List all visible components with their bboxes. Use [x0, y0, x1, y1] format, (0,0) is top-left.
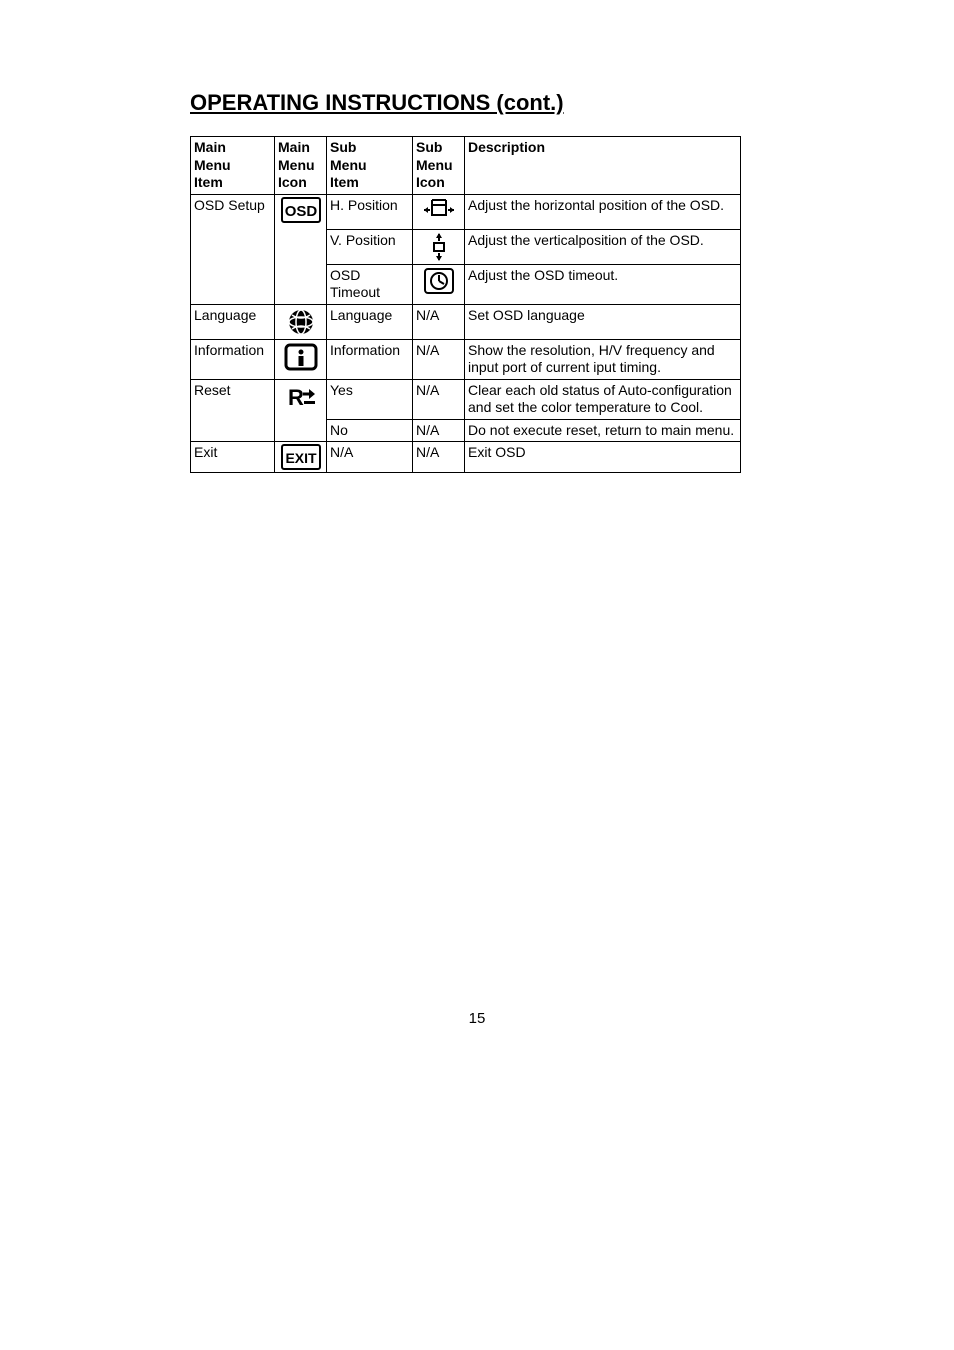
cell-reset-no-icon: N/A — [413, 419, 465, 442]
cell-language-sub-icon: N/A — [413, 304, 465, 339]
globe-icon — [275, 304, 327, 339]
info-icon — [275, 339, 327, 379]
cell-h-position-desc: Adjust the horizontal position of the OS… — [465, 194, 741, 229]
svg-text:R: R — [288, 385, 304, 410]
exit-icon: EXIT — [275, 442, 327, 473]
table-row: Reset R Yes N/A Clear each old status of… — [191, 379, 741, 419]
cell-exit-sub: N/A — [327, 442, 413, 473]
table-row: OSD Setup OSD H. Position — [191, 194, 741, 229]
cell-language: Language — [191, 304, 275, 339]
table-header-row: Main Menu Item Main Menu Icon Sub Menu I… — [191, 137, 741, 195]
reset-icon: R — [275, 379, 327, 442]
cell-exit-desc: Exit OSD — [465, 442, 741, 473]
v-position-icon — [413, 229, 465, 264]
osd-box-icon: OSD — [275, 194, 327, 304]
page-number: 15 — [0, 1010, 954, 1027]
timeout-icon — [413, 264, 465, 304]
cell-h-position: H. Position — [327, 194, 413, 229]
cell-reset-yes-icon: N/A — [413, 379, 465, 419]
table-row: Information Information N/A Show the res… — [191, 339, 741, 379]
cell-exit: Exit — [191, 442, 275, 473]
cell-reset-no: No — [327, 419, 413, 442]
cell-information-sub: Information — [327, 339, 413, 379]
table-row: Exit EXIT N/A N/A Exit OSD — [191, 442, 741, 473]
cell-language-sub: Language — [327, 304, 413, 339]
cell-exit-sub-icon: N/A — [413, 442, 465, 473]
col-main-icon: Main Menu Icon — [275, 137, 327, 195]
cell-reset-yes: Yes — [327, 379, 413, 419]
cell-language-desc: Set OSD language — [465, 304, 741, 339]
cell-osd-timeout: OSD Timeout — [327, 264, 413, 304]
col-sub-icon: Sub Menu Icon — [413, 137, 465, 195]
svg-text:OSD: OSD — [284, 203, 317, 220]
cell-reset: Reset — [191, 379, 275, 442]
cell-reset-no-desc: Do not execute reset, return to main men… — [465, 419, 741, 442]
cell-osd-setup: OSD Setup — [191, 194, 275, 304]
svg-text:EXIT: EXIT — [285, 450, 317, 466]
col-sub-item: Sub Menu Item — [327, 137, 413, 195]
h-position-icon — [413, 194, 465, 229]
table-row: Language Language N/A Set OSD language — [191, 304, 741, 339]
page-title: OPERATING INSTRUCTIONS (cont.) — [190, 90, 844, 116]
cell-reset-yes-desc: Clear each old status of Auto-configurat… — [465, 379, 741, 419]
cell-information: Information — [191, 339, 275, 379]
osd-menu-table: Main Menu Item Main Menu Icon Sub Menu I… — [190, 136, 741, 473]
cell-v-position-desc: Adjust the verticalposition of the OSD. — [465, 229, 741, 264]
cell-information-desc: Show the resolution, H/V frequency and i… — [465, 339, 741, 379]
col-main-item: Main Menu Item — [191, 137, 275, 195]
cell-information-sub-icon: N/A — [413, 339, 465, 379]
cell-v-position: V. Position — [327, 229, 413, 264]
col-description: Description — [465, 137, 741, 195]
cell-osd-timeout-desc: Adjust the OSD timeout. — [465, 264, 741, 304]
